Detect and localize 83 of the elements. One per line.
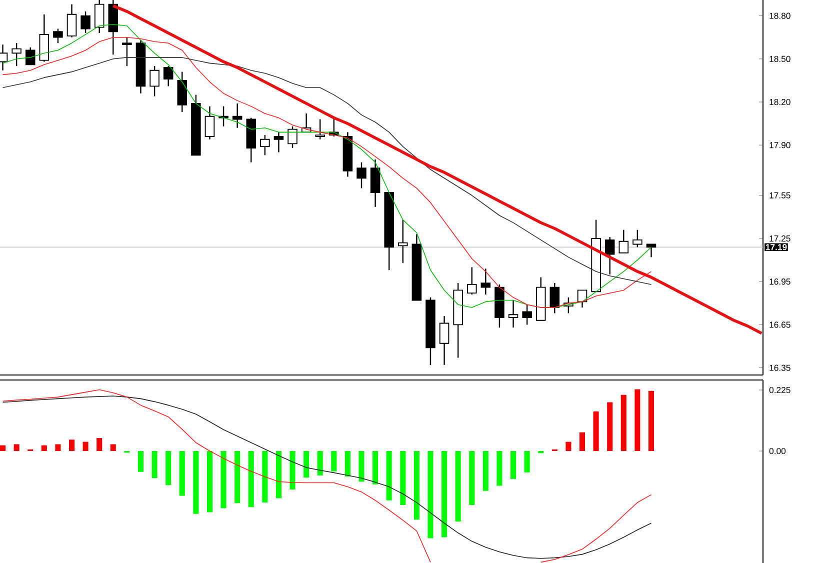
bar [566, 442, 572, 452]
y-tick-label: 16.95 [770, 278, 790, 285]
y-tick-label: 17.55 [770, 192, 790, 198]
bar [496, 451, 502, 486]
bar [455, 451, 461, 522]
bar [110, 444, 116, 452]
bar [344, 451, 350, 476]
bar [648, 390, 654, 452]
bar [166, 451, 172, 486]
bar [400, 451, 406, 505]
candlestick [508, 300, 518, 328]
candlestick [356, 162, 366, 189]
bar [276, 451, 282, 498]
bar [317, 451, 323, 476]
bar [579, 432, 586, 452]
bar [220, 451, 226, 508]
candlestick [12, 42, 22, 67]
y-tick-label: 16.65 [770, 322, 790, 328]
bar [179, 451, 185, 496]
candlestick [315, 118, 325, 140]
bar [68, 440, 75, 452]
bar [414, 451, 420, 520]
y-tick-label: 0.00 [769, 448, 786, 454]
y-tick-label: 0.225 [769, 386, 790, 394]
candlestick [260, 134, 270, 156]
bar [248, 451, 254, 508]
bar [0, 445, 6, 452]
bar [206, 451, 212, 512]
candlestick [480, 268, 491, 296]
bar [14, 444, 20, 452]
y-tick-label: 18.80 [770, 12, 790, 19]
bar [234, 451, 240, 504]
candlestick [94, 0, 104, 34]
bar [262, 451, 268, 503]
candlestick [163, 65, 174, 87]
ref-line-label: 17.19 [766, 244, 787, 250]
bar [607, 402, 613, 452]
bar [193, 451, 199, 514]
bar [41, 445, 47, 452]
bar [82, 442, 88, 452]
candlestick [439, 315, 450, 366]
bar [331, 451, 337, 472]
bar [469, 451, 475, 505]
candlestick [288, 126, 298, 149]
bar [358, 451, 364, 482]
y-tick-label: 17.90 [770, 142, 790, 148]
y-tick-label: 18.20 [770, 98, 790, 106]
candlestick [618, 229, 629, 254]
candlestick [53, 28, 63, 44]
candlestick [150, 65, 160, 97]
candlestick [25, 46, 36, 66]
candlestick [274, 132, 284, 153]
candlestick [604, 236, 615, 276]
bar [290, 451, 296, 490]
candlestick [122, 36, 132, 67]
candlestick [232, 102, 242, 128]
bar [482, 451, 488, 491]
candlestick [466, 266, 477, 296]
bar [428, 451, 434, 538]
bar [372, 451, 378, 484]
candlestick [398, 219, 408, 264]
candlestick [550, 282, 560, 314]
bar [620, 394, 626, 452]
candlestick [204, 106, 215, 140]
bar [386, 451, 392, 500]
candlestick [80, 10, 90, 34]
candlestick [522, 304, 532, 326]
bar [593, 411, 599, 452]
bar [442, 451, 448, 538]
candlestick [632, 229, 642, 248]
bar [510, 451, 516, 479]
y-tick-label: 17.25 [770, 235, 790, 242]
bar [634, 389, 640, 452]
bar [152, 451, 158, 478]
y-tick-label: 18.50 [770, 56, 790, 62]
bar [55, 444, 61, 452]
candlestick [66, 4, 77, 38]
bar [304, 451, 310, 478]
candlestick [646, 244, 656, 258]
bar [138, 451, 144, 472]
bar [96, 438, 102, 452]
bar [524, 451, 530, 472]
y-tick-label: 16.35 [770, 364, 790, 371]
